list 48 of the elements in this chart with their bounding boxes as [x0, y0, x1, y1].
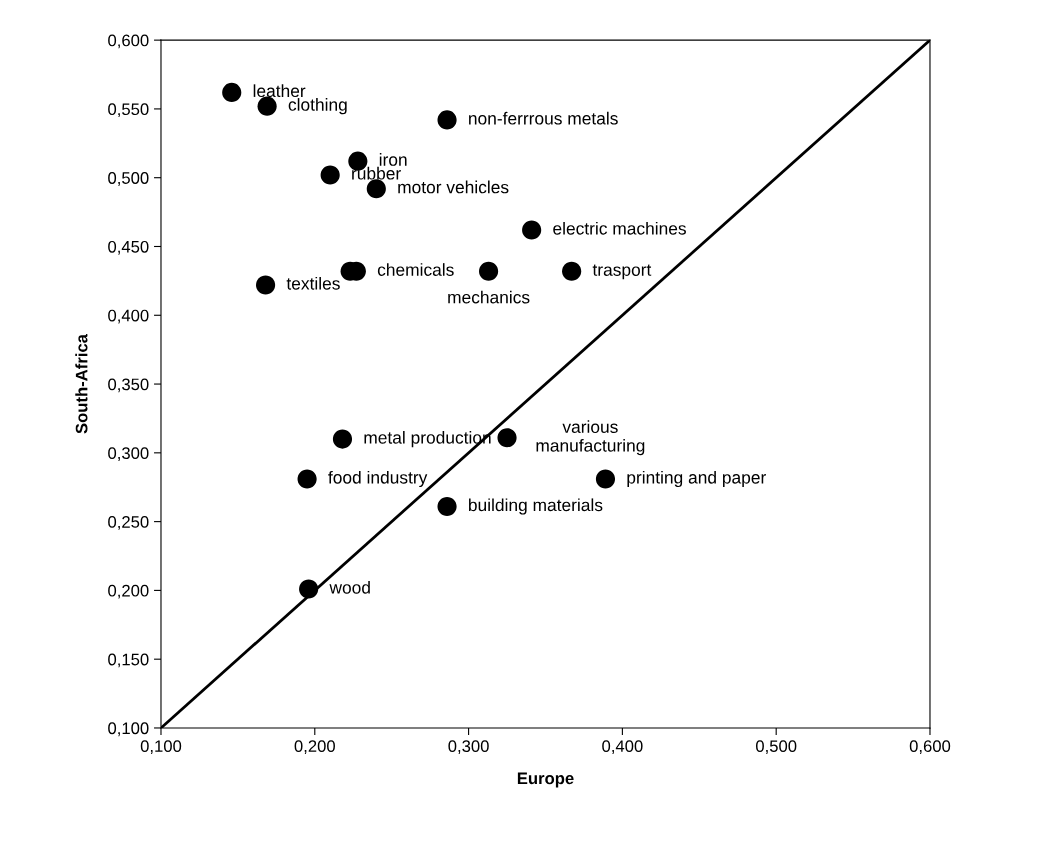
x-tick-label: 0,200: [294, 740, 335, 754]
x-tick-label: 0,300: [448, 740, 489, 754]
annotation: food industry: [328, 470, 428, 488]
point: [522, 220, 542, 240]
point: [332, 429, 353, 449]
x-tick-label: 0,500: [755, 740, 797, 754]
annotation: trasport: [592, 264, 652, 280]
x-tick-label: 0,600: [909, 740, 951, 754]
point: [437, 110, 457, 130]
point: [366, 179, 386, 199]
point: [222, 82, 242, 102]
point: [595, 469, 616, 489]
annotation: leather: [253, 84, 306, 98]
y-tick-label: 0,400: [108, 309, 149, 324]
point: [437, 496, 457, 517]
x-tick-label: 0,400: [602, 740, 643, 754]
x-tick-label: 0,100: [140, 740, 182, 754]
annotation: textiles: [286, 276, 340, 290]
y-axis-title: South-Africa: [75, 333, 88, 434]
annotation: non-ferrrous metals: [469, 111, 618, 125]
y-tick-label: 0,100: [108, 722, 149, 737]
annotation: wood: [329, 580, 370, 594]
annotation: printing and paper: [627, 470, 766, 488]
annotation: electric machines: [553, 221, 686, 235]
point: [256, 275, 276, 295]
y-tick-label: 0,300: [108, 447, 149, 462]
annotation: clothing: [288, 98, 347, 115]
annotation: building materials: [469, 498, 603, 515]
annotation: chemicals: [377, 263, 454, 276]
point: [297, 469, 317, 489]
annotation: motor vehicles: [398, 180, 509, 194]
annotation: mechanics: [448, 290, 530, 304]
point: [497, 428, 517, 448]
y-tick-label: 0,550: [108, 103, 149, 118]
y-tick-label: 0,200: [108, 584, 149, 599]
point: [299, 579, 319, 599]
y-tick-label: 0,150: [108, 653, 149, 668]
annotation: iron: [379, 153, 407, 166]
y-tick-label: 0,500: [108, 172, 149, 186]
point: [320, 165, 340, 185]
x-axis-title: Europe: [517, 772, 574, 788]
point: [562, 261, 582, 281]
y-tick-label: 0,350: [108, 378, 149, 393]
y-tick-label: 0,250: [108, 516, 149, 530]
point: [479, 261, 499, 281]
y-tick-label: 0,600: [108, 34, 149, 49]
annotation: various manufacturing: [536, 420, 645, 456]
y-tick-label: 0,450: [108, 240, 149, 255]
